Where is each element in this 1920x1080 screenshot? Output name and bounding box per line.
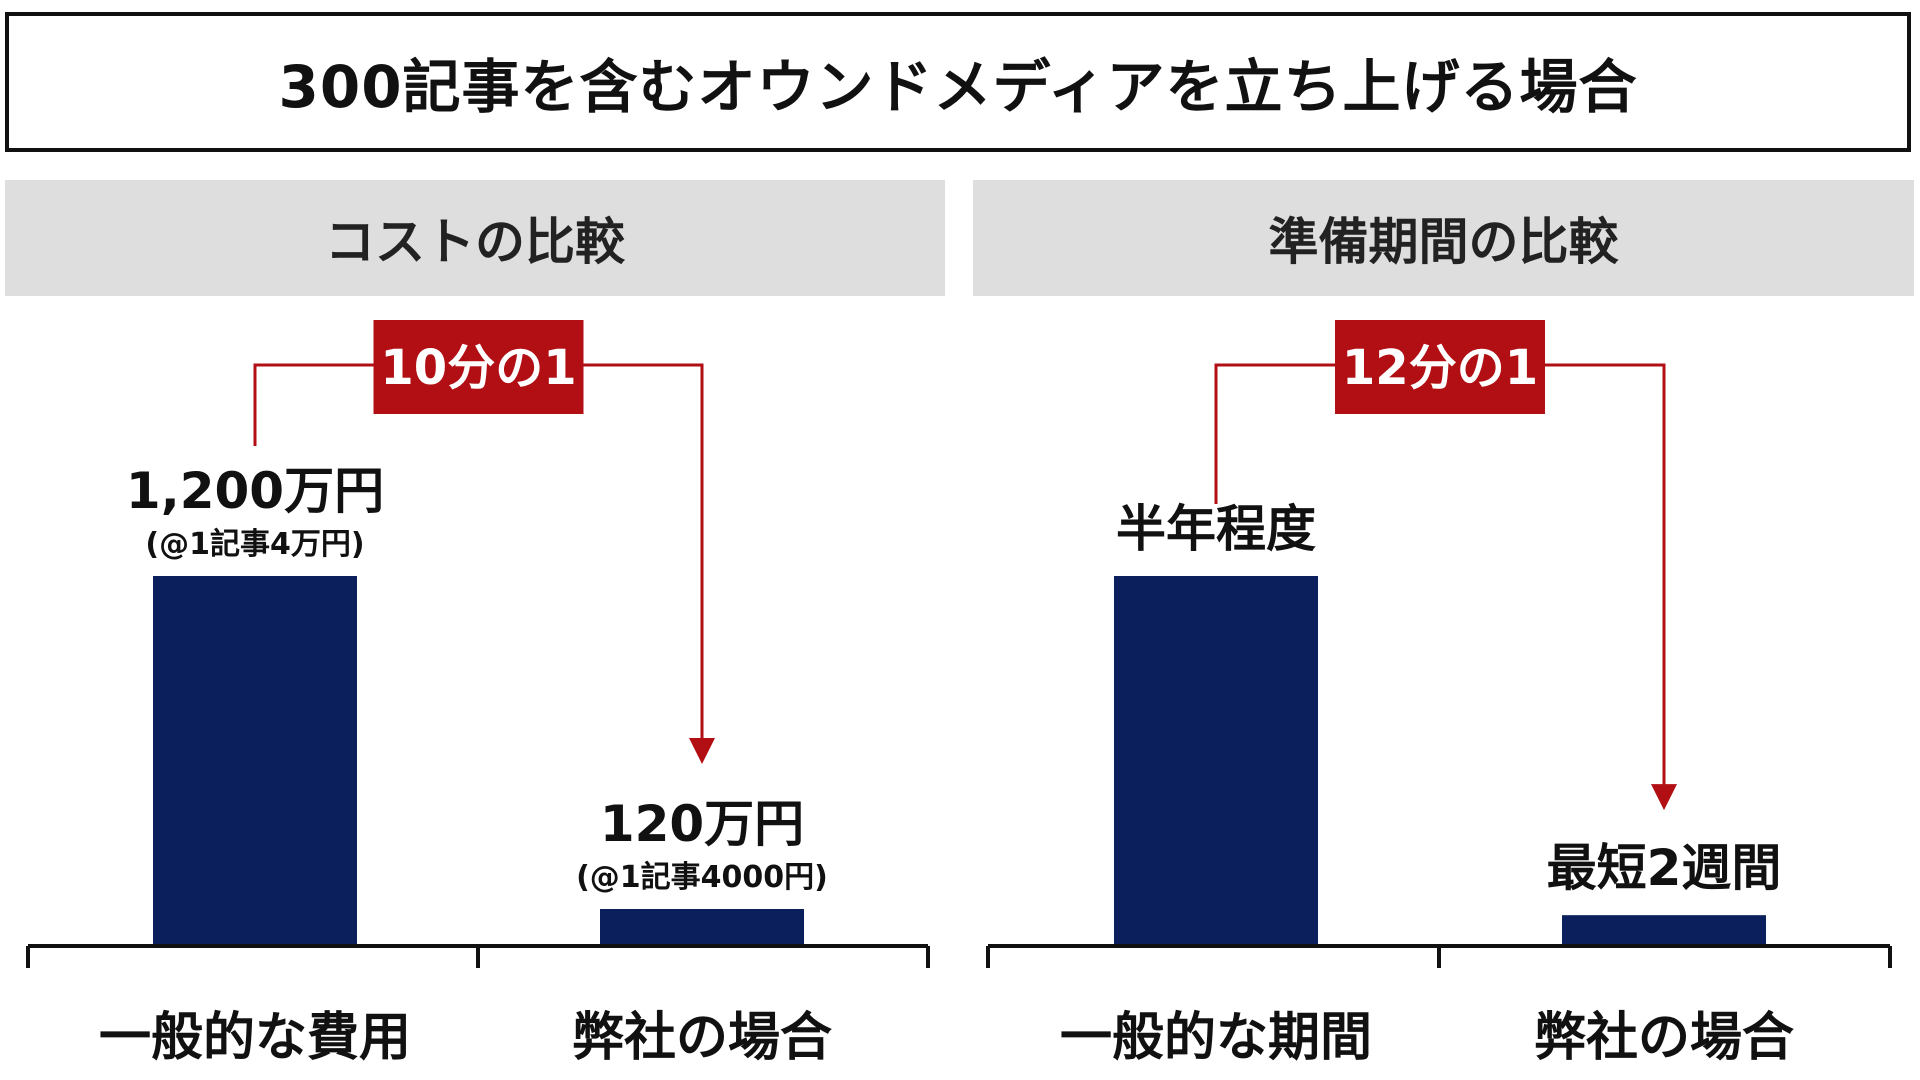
ratio-badge xyxy=(1335,320,1545,414)
period-panel-header: 準備期間の比較 xyxy=(973,180,1914,296)
value-label-1: 最短2週間 xyxy=(1547,839,1782,897)
value-label-0: 1,200万円 xyxy=(126,462,384,520)
value-label-1: 120万円 xyxy=(600,795,804,853)
bar-0 xyxy=(1114,576,1318,946)
ratio-label: 12分の1 xyxy=(1342,340,1538,396)
ratio-arrowhead xyxy=(689,738,715,764)
value-label-0: 半年程度 xyxy=(1116,500,1316,558)
category-label-0: 一般的な費用 xyxy=(99,1008,411,1068)
ratio-arrowhead xyxy=(1651,784,1677,811)
ratio-badge xyxy=(373,320,584,414)
main-title: 300記事を含むオウンドメディアを立ち上げる場合 xyxy=(5,12,1911,152)
sub-label-1: (@1記事4000円) xyxy=(576,860,828,895)
category-label-0: 一般的な期間 xyxy=(1060,1008,1372,1068)
bar-1 xyxy=(1562,915,1766,946)
bar-1 xyxy=(600,909,804,946)
chart-0: 1,200万円 (@1記事4万円) 一般的な費用 120万円 (@1記事4000円) 弊社… xyxy=(26,320,930,1068)
category-label-1: 弊社の場合 xyxy=(572,1008,832,1068)
cost-panel-header: コストの比較 xyxy=(5,180,945,296)
category-label-1: 弊社の場合 xyxy=(1534,1008,1794,1068)
bar-0 xyxy=(153,576,357,946)
ratio-label: 10分の1 xyxy=(380,340,576,396)
sub-label-0: (@1記事4万円) xyxy=(145,527,364,562)
